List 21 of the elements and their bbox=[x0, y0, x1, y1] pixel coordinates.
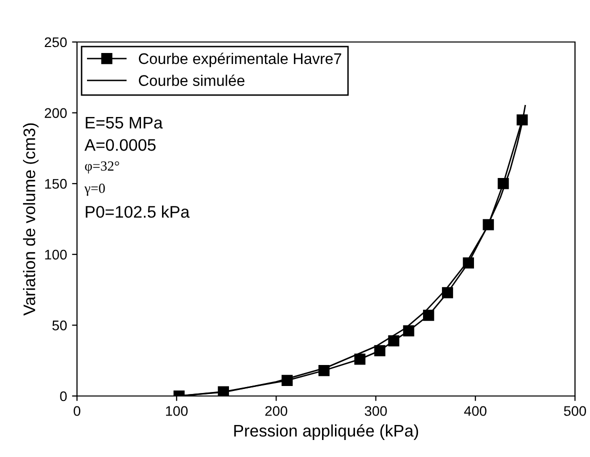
y-tick-label: 50 bbox=[52, 320, 67, 330]
x-tick-label: 400 bbox=[464, 406, 486, 416]
annotation: P0=102.5 kPa bbox=[86, 206, 190, 218]
y-tick-label: 200 bbox=[44, 108, 67, 118]
annotation: γ=0 bbox=[84, 184, 105, 196]
annotation: A=0.0005 bbox=[84, 139, 156, 151]
x-axis-title: Pression appliquée (kPa) bbox=[234, 424, 418, 440]
legend-label: Courbe simulée bbox=[138, 74, 244, 86]
y-tick-label: 250 bbox=[44, 37, 67, 48]
x-tick-label: 0 bbox=[74, 406, 80, 416]
annotation: E=55 MPa bbox=[86, 116, 163, 129]
y-axis-title: Variation de volume (cm3) bbox=[23, 123, 39, 316]
x-tick-label: 500 bbox=[564, 406, 586, 416]
annotation: φ=32° bbox=[85, 161, 120, 174]
x-tick-label: 200 bbox=[265, 406, 288, 416]
y-tick-label: 100 bbox=[45, 250, 67, 260]
y-tick-label: 0 bbox=[60, 391, 67, 402]
x-tick-label: 300 bbox=[364, 406, 387, 416]
x-tick-label: 100 bbox=[166, 406, 188, 416]
y-tick-label: 150 bbox=[45, 178, 67, 189]
legend-label: Courbe expérimentale Havre7 bbox=[138, 52, 342, 68]
